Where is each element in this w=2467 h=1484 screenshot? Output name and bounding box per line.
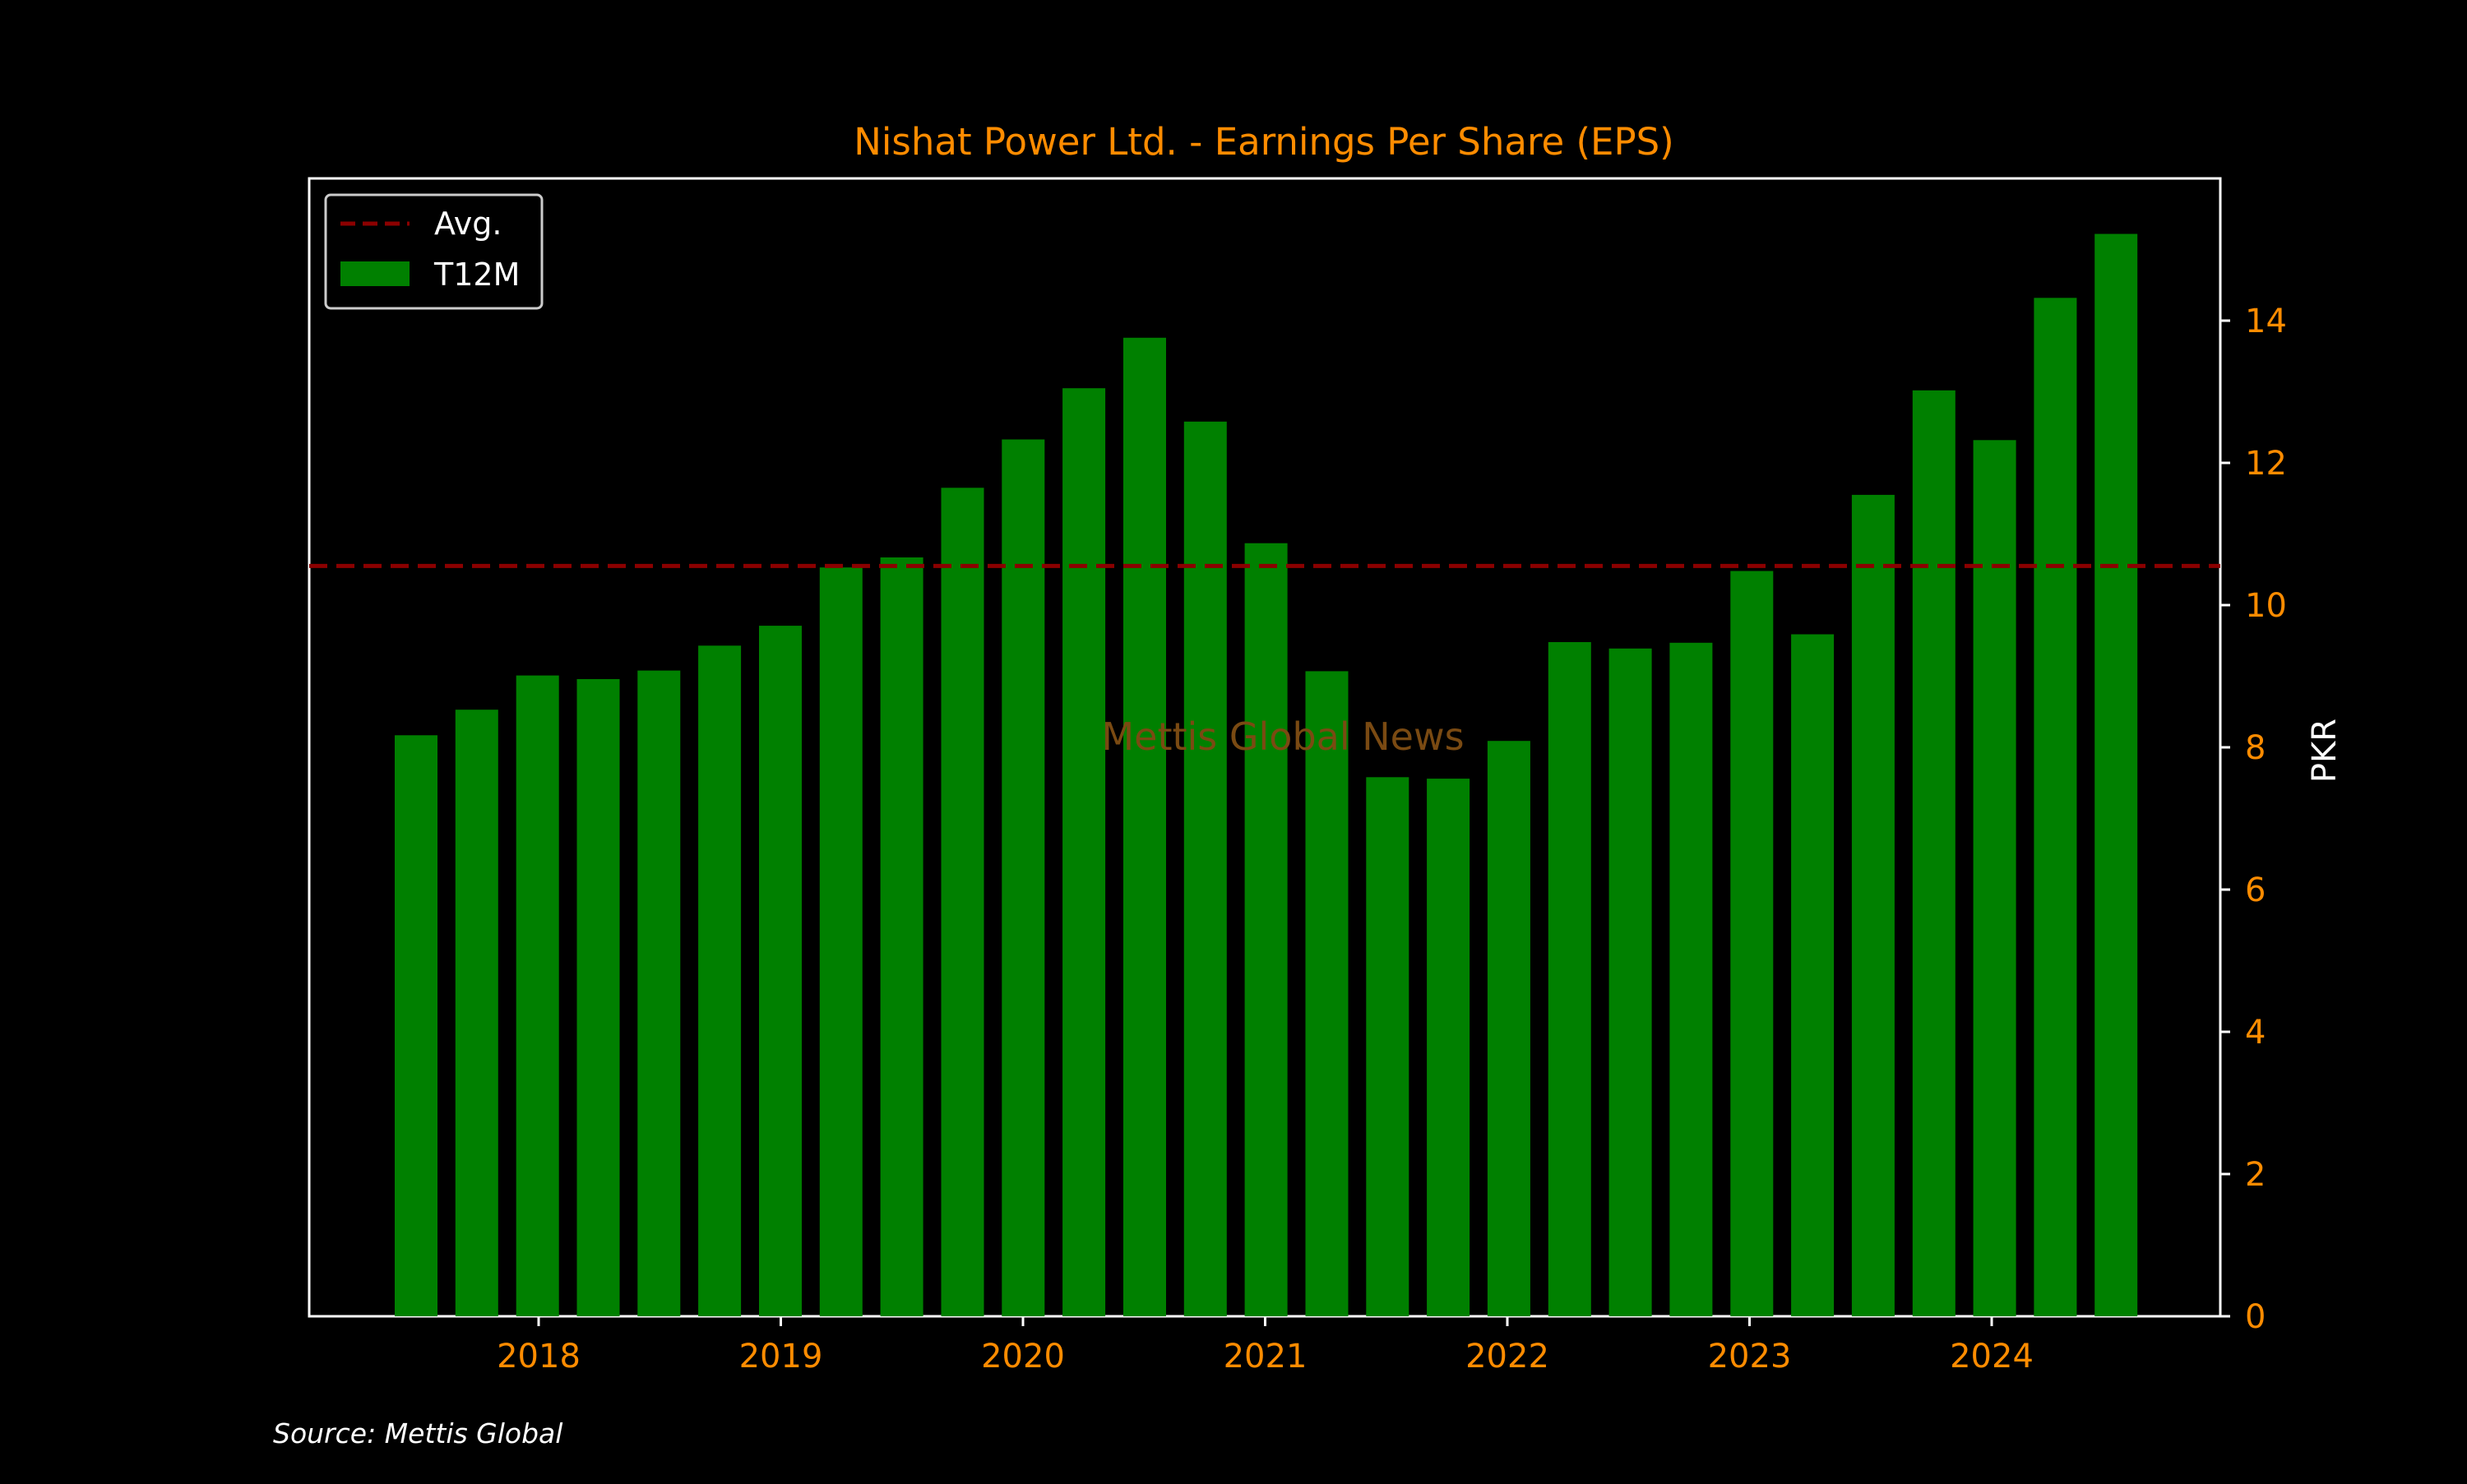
bar-t12m xyxy=(1730,571,1774,1316)
y-tick-label: 0 xyxy=(2245,1298,2266,1336)
y-tick-label: 4 xyxy=(2245,1014,2266,1052)
bar-t12m xyxy=(576,679,620,1316)
bar-t12m xyxy=(1608,648,1652,1316)
legend-avg-label: Avg. xyxy=(434,206,502,242)
bar-t12m xyxy=(698,645,742,1316)
bar-t12m xyxy=(1669,642,1713,1316)
bar-t12m xyxy=(1912,390,1956,1316)
x-tick-label: 2024 xyxy=(1950,1338,2034,1375)
y-axis-ticks: 0 2 4 6 8 10 12 14 xyxy=(2220,303,2287,1336)
x-tick-label: 2019 xyxy=(739,1338,823,1375)
bar-t12m xyxy=(395,735,437,1316)
bar-t12m xyxy=(1973,440,2016,1316)
bar-t12m xyxy=(880,557,923,1316)
source-note: Source: Mettis Global xyxy=(273,1417,562,1449)
y-tick-label: 14 xyxy=(2245,303,2287,340)
bars-group xyxy=(395,233,2138,1317)
legend-t12m-swatch xyxy=(340,261,410,286)
legend-t12m-label: T12M xyxy=(433,257,520,293)
y-axis-label: PKR xyxy=(2306,719,2344,783)
bar-t12m xyxy=(1183,421,1227,1316)
x-tick-label: 2022 xyxy=(1465,1338,1549,1375)
bar-t12m xyxy=(1427,779,1470,1316)
y-tick-label: 6 xyxy=(2245,871,2266,909)
chart-title: Nishat Power Ltd. - Earnings Per Share (… xyxy=(854,120,1673,164)
bar-t12m xyxy=(1791,634,1835,1316)
bar-t12m xyxy=(1305,671,1349,1316)
legend: Avg. T12M xyxy=(324,193,544,310)
x-tick-label: 2021 xyxy=(1224,1338,1308,1375)
y-tick-label: 12 xyxy=(2245,445,2287,483)
bar-t12m xyxy=(1244,543,1288,1316)
x-tick-label: 2020 xyxy=(981,1338,1065,1375)
y-tick-label: 8 xyxy=(2245,729,2266,767)
bar-t12m xyxy=(1002,439,1045,1316)
y-tick-label: 10 xyxy=(2245,587,2287,625)
y-tick-label: 2 xyxy=(2245,1156,2266,1194)
bar-t12m xyxy=(941,488,984,1316)
bar-t12m xyxy=(1062,388,1106,1317)
bar-t12m xyxy=(1366,777,1409,1316)
bar-t12m xyxy=(1487,741,1530,1316)
x-axis-ticks: 2018 2019 2020 2021 2022 2023 2024 xyxy=(497,1316,2034,1375)
bar-t12m xyxy=(2034,298,2077,1316)
bar-t12m xyxy=(1851,494,1895,1316)
bar-t12m xyxy=(637,670,681,1316)
bar-t12m xyxy=(819,567,863,1316)
watermark-text: Mettis Global News xyxy=(1101,714,1464,759)
bar-t12m xyxy=(516,675,559,1316)
bar-t12m xyxy=(455,710,498,1316)
x-tick-label: 2023 xyxy=(1708,1338,1792,1375)
bar-t12m xyxy=(1123,337,1166,1316)
bar-t12m xyxy=(759,626,802,1316)
bar-t12m xyxy=(2094,233,2138,1316)
x-tick-label: 2018 xyxy=(497,1338,581,1375)
bar-t12m xyxy=(1548,642,1591,1316)
